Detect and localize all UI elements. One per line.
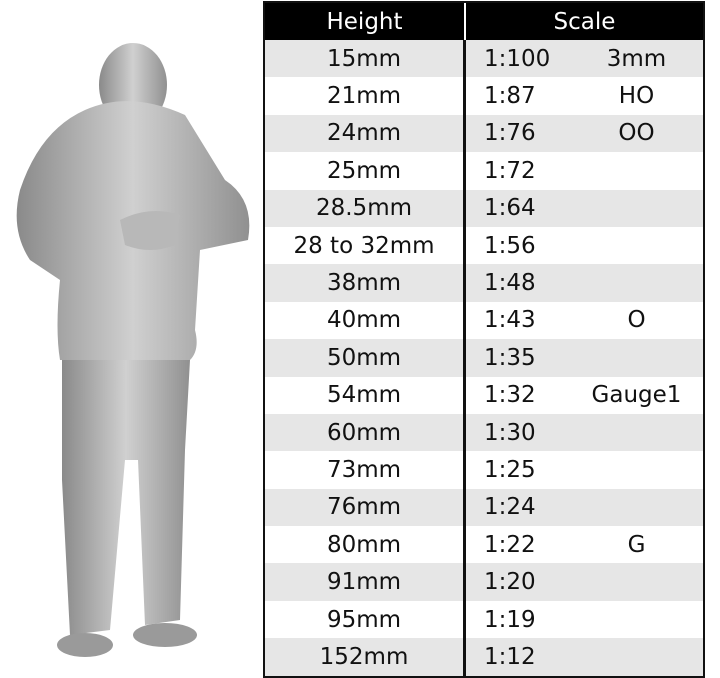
ratio-cell: 1:100 [484,45,551,72]
height-cell: 21mm [265,77,466,115]
height-cell: 60mm [265,413,466,452]
table-row: 28.5mm 1:64 [265,189,703,227]
height-cell: 54mm [265,376,466,414]
scale-cell: 1:30 [466,414,703,451]
height-cell: 73mm [265,451,466,489]
table-row: 21mm 1:87 HO [265,77,703,115]
scale-cell: 1:32 Gauge1 [466,377,703,414]
height-cell: 25mm [265,152,466,190]
ratio-cell: 1:30 [484,419,536,446]
table-row: 38mm 1:48 [265,264,703,302]
figure-3d-scan-man [16,43,250,657]
table-row: 24mm 1:76 OO [265,114,703,153]
gauge-cell: 3mm [606,45,667,72]
ratio-cell: 1:20 [484,569,536,596]
height-cell: 50mm [265,339,466,377]
scale-cell: 1:64 [466,190,703,227]
table-row: 76mm 1:24 [265,488,703,527]
ratio-cell: 1:64 [484,195,536,222]
scale-cell: 1:56 [466,227,703,264]
ratio-cell: 1:72 [484,157,536,184]
gauge-cell: HO [618,83,655,110]
ratio-cell: 1:48 [484,270,536,297]
height-cell: 80mm [265,526,466,564]
header-scale: Scale [553,8,616,35]
height-cell: 152mm [265,638,466,676]
height-cell: 40mm [265,301,466,340]
height-cell: 38mm [265,264,466,302]
table-row: 15mm 1:100 3mm [265,40,703,78]
table-row: 54mm 1:32 Gauge1 [265,376,703,414]
table-row: 95mm 1:19 [265,600,703,639]
scale-cell: 1:43 O [466,302,703,339]
ratio-cell: 1:43 [484,307,536,334]
ratio-cell: 1:56 [484,232,536,259]
table-row: 73mm 1:25 [265,451,703,489]
gauge-cell: OO [618,120,655,147]
scale-cell: 1:100 3mm [466,40,703,77]
height-cell: 76mm [265,488,466,527]
height-cell: 91mm [265,563,466,601]
height-cell: 28.5mm [265,189,466,227]
ratio-cell: 1:24 [484,494,536,521]
ratio-cell: 1:32 [484,382,536,409]
table-header: Height Scale [265,3,703,40]
height-cell: 15mm [265,40,466,78]
ratio-cell: 1:19 [484,606,536,633]
table-row: 91mm 1:20 [265,563,703,601]
table-row: 40mm 1:43 O [265,301,703,340]
table-row: 50mm 1:35 [265,339,703,377]
ratio-cell: 1:76 [484,120,536,147]
table-row: 25mm 1:72 [265,152,703,190]
header-height: Height [265,3,466,40]
scale-cell: 1:87 HO [466,77,703,114]
scale-cell: 1:24 [466,489,703,526]
scale-cell: 1:25 [466,451,703,488]
height-cell: 95mm [265,600,466,639]
table-row: 60mm 1:30 [265,413,703,452]
scale-cell: 1:35 [466,339,703,376]
gauge-cell: Gauge1 [591,382,682,409]
table-row: 28 to 32mm 1:56 [265,226,703,265]
scale-cell: 1:48 [466,264,703,301]
scale-cell: 1:76 OO [466,115,703,152]
gauge-cell: G [627,531,646,558]
gauge-cell: O [627,307,646,334]
scale-cell: 1:22 G [466,526,703,563]
height-cell: 28 to 32mm [265,226,466,265]
scale-table: Height Scale 15mm 1:100 3mm 21mm 1:87 HO 24m… [263,1,705,678]
ratio-cell: 1:25 [484,456,536,483]
table-row: 152mm 1:12 [265,638,703,676]
scale-cell: 1:12 [466,638,703,675]
scale-cell: 1:19 [466,601,703,638]
height-cell: 24mm [265,114,466,153]
ratio-cell: 1:12 [484,643,536,670]
ratio-cell: 1:22 [484,531,536,558]
table-row: 80mm 1:22 G [265,526,703,564]
ratio-cell: 1:35 [484,344,536,371]
scale-cell: 1:72 [466,152,703,189]
scale-cell: 1:20 [466,563,703,600]
ratio-cell: 1:87 [484,83,536,110]
